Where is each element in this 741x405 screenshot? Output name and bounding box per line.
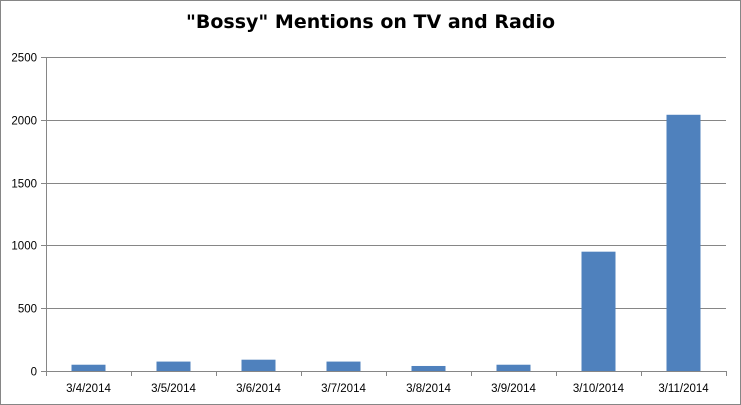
y-tick-label: 1000 — [11, 241, 37, 253]
x-tick-label: 3/7/2014 — [321, 383, 366, 395]
x-tick-label: 3/10/2014 — [573, 383, 625, 395]
y-tick-label: 2000 — [11, 116, 37, 128]
bar — [71, 364, 106, 371]
x-tick-label: 3/4/2014 — [66, 383, 111, 395]
y-tick-labels: 0 500 1000 1500 2000 2500 — [11, 53, 37, 379]
x-tick-label: 3/6/2014 — [236, 383, 281, 395]
bar — [241, 359, 276, 371]
bar — [411, 365, 446, 371]
axes — [46, 57, 727, 376]
gridlines — [41, 57, 726, 372]
y-tick-label: 0 — [31, 367, 37, 379]
bar — [581, 251, 616, 371]
y-tick-label: 2500 — [11, 53, 37, 65]
x-tick-label: 3/9/2014 — [491, 383, 536, 395]
y-tick-label: 500 — [18, 304, 37, 316]
bar — [326, 361, 361, 371]
x-tick-label: 3/8/2014 — [406, 383, 451, 395]
x-tick-label: 3/11/2014 — [658, 383, 709, 395]
y-tick-label: 1500 — [11, 179, 37, 191]
x-tick-labels: 3/4/2014 3/5/2014 3/6/2014 3/7/2014 3/8/2014… — [66, 383, 709, 395]
bars — [71, 114, 701, 371]
bar — [666, 114, 701, 371]
bar — [156, 361, 191, 371]
bar — [496, 364, 531, 371]
chart-title: "Bossy" Mentions on TV and Radio — [185, 11, 556, 33]
x-tick-label: 3/5/2014 — [151, 383, 196, 395]
